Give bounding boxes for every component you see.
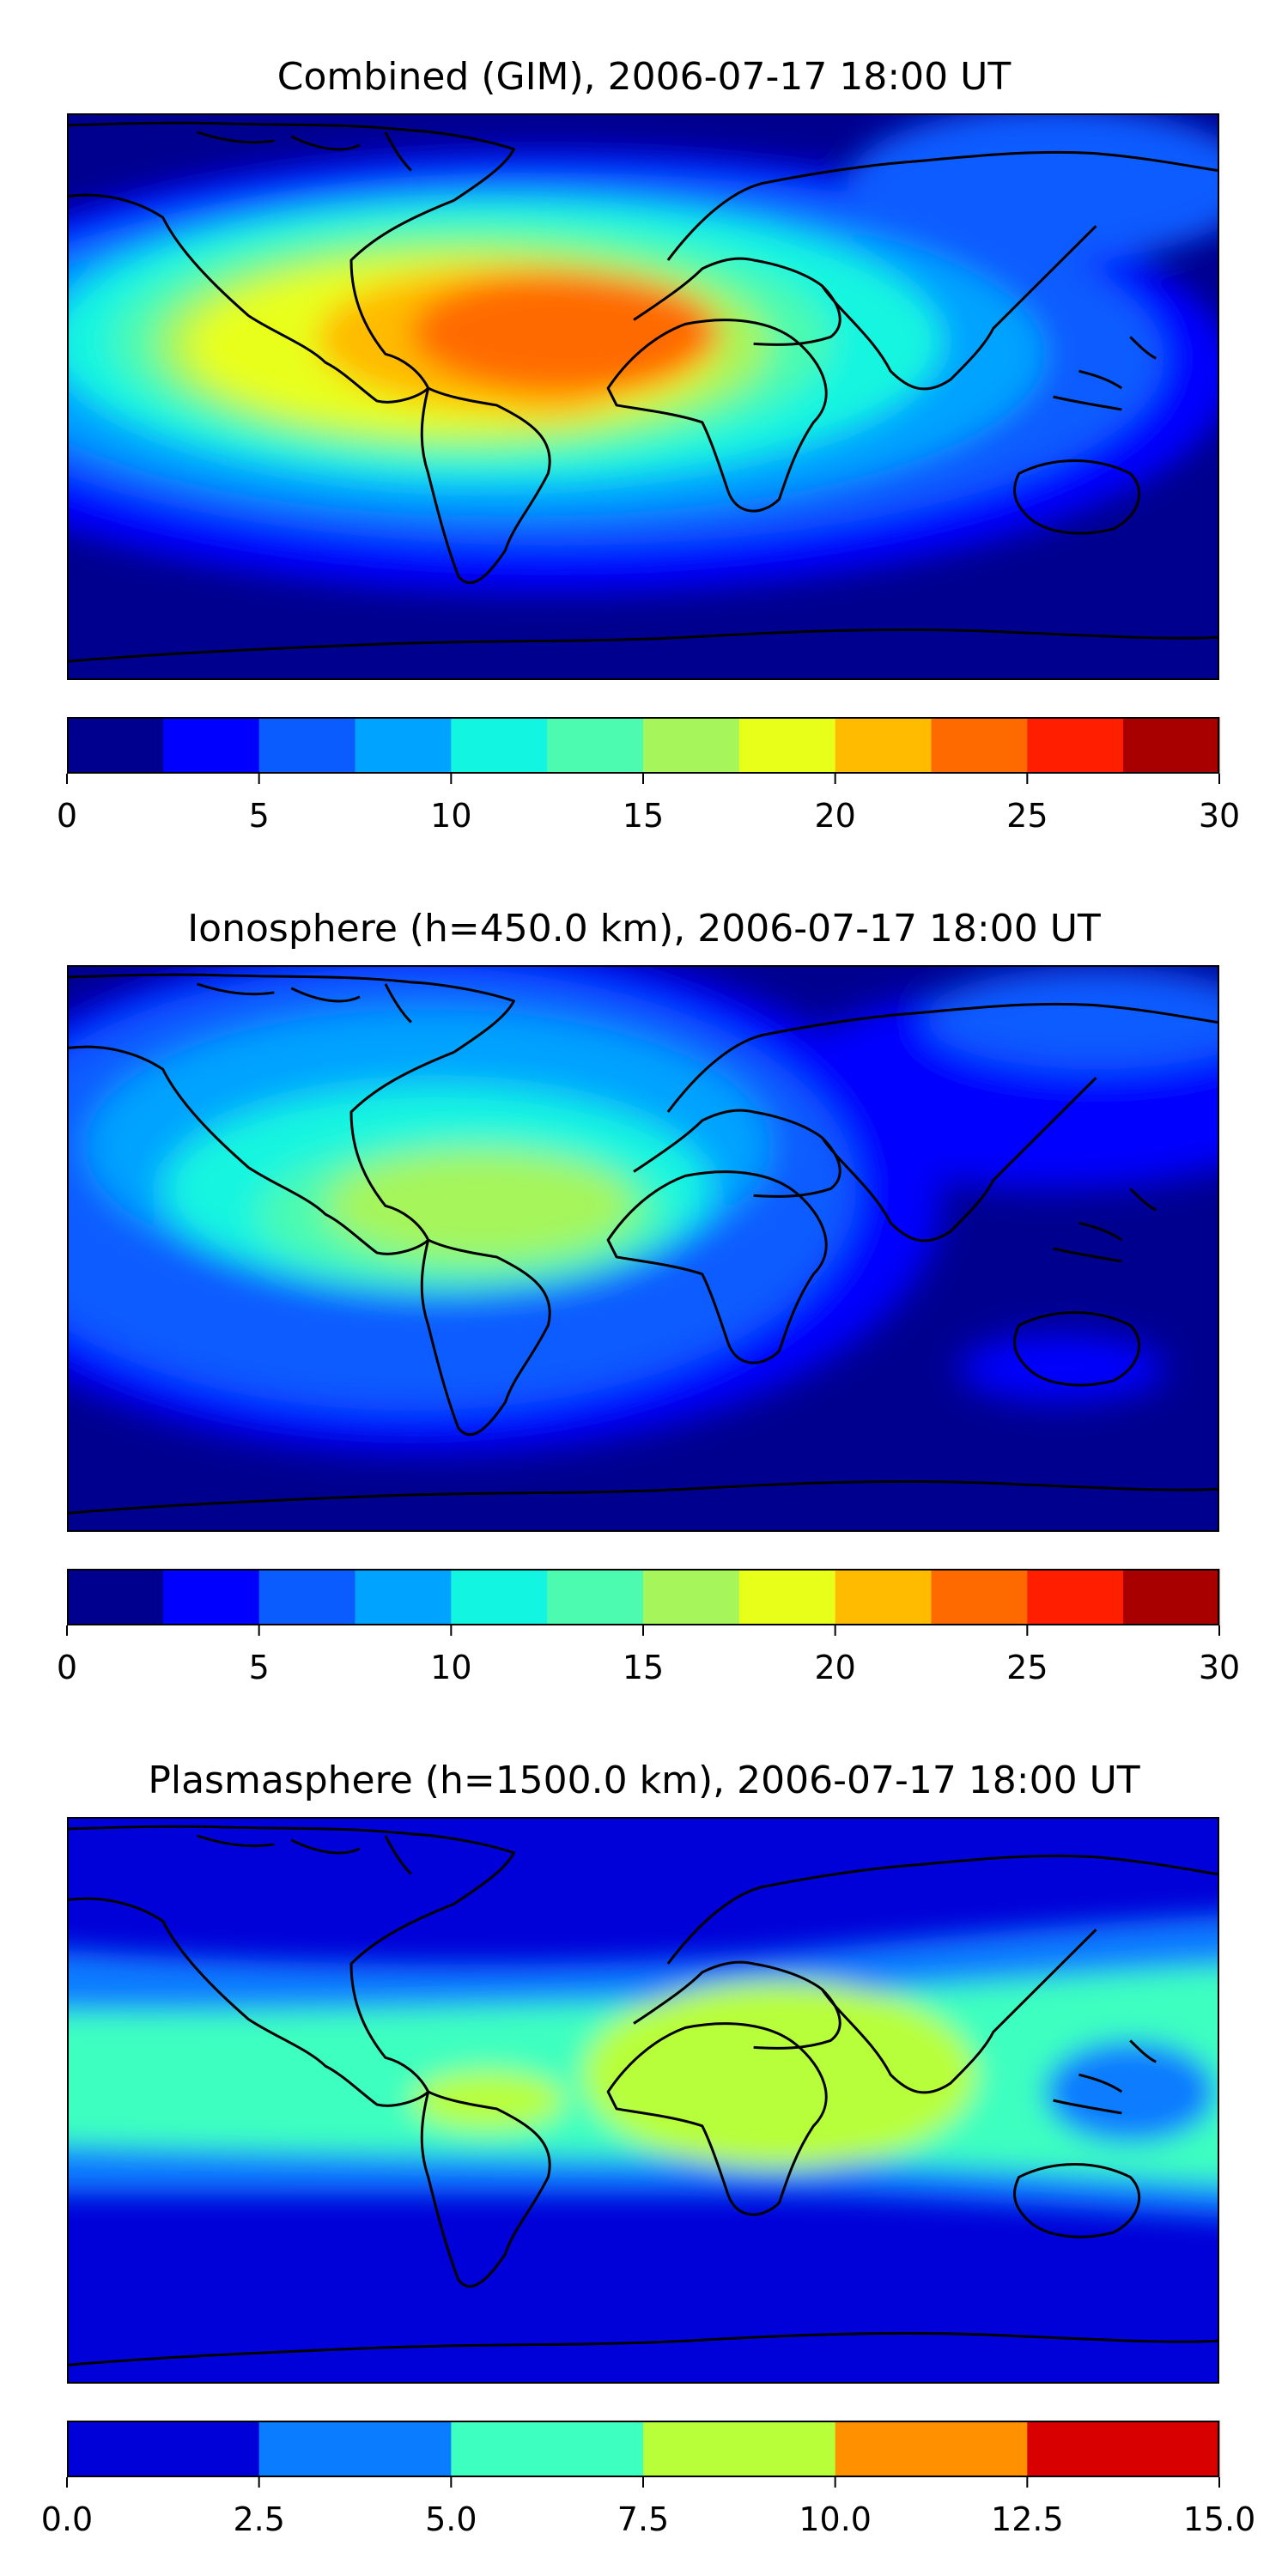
contour-high-lat-east <box>925 967 1218 1070</box>
colorbar-segment-plasmasphere-5 <box>1027 2421 1220 2477</box>
chart-title-ionosphere: Ionosphere (h=450.0 km), 2006-07-17 18:0… <box>187 907 1101 951</box>
colorbar-segment-combined-9 <box>931 717 1028 774</box>
coastlines-combined <box>69 121 1218 663</box>
colorbar-tick-label-ionosphere-0: 0 <box>56 1649 78 1686</box>
colorbar-segment-combined-5 <box>547 717 644 774</box>
colorbar-segment-combined-8 <box>835 717 932 774</box>
colorbar-segment-combined-7 <box>738 717 836 774</box>
colorbar-tick-label-combined-1: 5 <box>248 797 270 835</box>
colorbar-svg-plasmasphere <box>66 2421 1220 2488</box>
colorbar-tick-label-ionosphere-4: 20 <box>814 1649 856 1686</box>
colorbar-segment-combined-4 <box>451 717 548 774</box>
chart-title-plasmasphere: Plasmasphere (h=1500.0 km), 2006-07-17 1… <box>148 1759 1140 1802</box>
colorbar-svg-ionosphere <box>66 1569 1220 1636</box>
colorbar-segment-ionosphere-10 <box>1027 1569 1124 1625</box>
map-svg-combined <box>69 115 1218 678</box>
colorbar-tick-label-combined-2: 10 <box>430 797 472 835</box>
colorbar-border-combined <box>67 717 1219 774</box>
map-plasmasphere <box>67 1817 1219 2384</box>
colorbar-segment-plasmasphere-3 <box>643 2421 836 2477</box>
colorbar-tick-label-ionosphere-6: 30 <box>1198 1649 1241 1686</box>
colorbar-tick-label-combined-6: 30 <box>1198 797 1241 835</box>
contour-level-17-5 <box>325 1150 635 1261</box>
colorbar-segment-ionosphere-3 <box>355 1569 452 1625</box>
chart-title-combined: Combined (GIM), 2006-07-17 18:00 UT <box>276 55 1012 99</box>
colorbar-tick-label-plasmasphere-3: 7.5 <box>617 2500 670 2538</box>
colorbar-tick-label-ionosphere-1: 5 <box>248 1649 270 1686</box>
colorbar-segment-combined-2 <box>258 717 355 774</box>
colorbar-segment-combined-3 <box>355 717 452 774</box>
colorbar-segment-ionosphere-6 <box>643 1569 740 1625</box>
colorbar-segment-plasmasphere-4 <box>835 2421 1028 2477</box>
colorbar-border-ionosphere <box>67 1569 1219 1625</box>
colorbar-tick-label-combined-5: 25 <box>1006 797 1048 835</box>
colorbar-tick-label-ionosphere-2: 10 <box>430 1649 472 1686</box>
field-contours-combined <box>69 115 1218 593</box>
colorbar-combined <box>66 717 1220 784</box>
map-svg-plasmasphere <box>69 1819 1218 2382</box>
colorbar-segment-combined-0 <box>67 717 164 774</box>
colorbar-segment-combined-6 <box>643 717 740 774</box>
colorbar-segment-plasmasphere-2 <box>451 2421 644 2477</box>
colorbar-border-plasmasphere <box>67 2421 1219 2477</box>
colorbar-tick-label-combined-0: 0 <box>56 797 78 835</box>
map-combined <box>67 113 1219 680</box>
field-contours-plasmasphere <box>69 1915 1218 2218</box>
contour-level-7-5-africa <box>582 1980 976 2169</box>
colorbar-segment-ionosphere-7 <box>738 1569 836 1625</box>
colorbar-svg-combined <box>66 717 1220 784</box>
contour-level-25 <box>410 272 720 393</box>
colorbar-segment-ionosphere-4 <box>451 1569 548 1625</box>
map-ionosphere <box>67 965 1219 1532</box>
colorbar-segment-combined-1 <box>162 717 260 774</box>
colorbar-segment-ionosphere-1 <box>162 1569 260 1625</box>
colorbar-ticks-ionosphere: 0 5 10 15 20 25 30 <box>57 1649 1240 1700</box>
contour-high-lat-east <box>848 115 1218 260</box>
colorbar-tick-label-plasmasphere-5: 12.5 <box>991 2500 1064 2538</box>
colorbar-tick-label-ionosphere-5: 25 <box>1006 1649 1048 1686</box>
colorbar-tick-label-combined-4: 20 <box>814 797 856 835</box>
colorbar-tick-label-plasmasphere-1: 2.5 <box>233 2500 285 2538</box>
colorbar-segment-plasmasphere-0 <box>67 2421 260 2477</box>
colorbar-plasmasphere <box>66 2421 1220 2488</box>
colorbar-tick-label-plasmasphere-4: 10.0 <box>799 2500 872 2538</box>
contour-australia <box>958 1334 1165 1402</box>
colorbar-segment-plasmasphere-1 <box>258 2421 452 2477</box>
colorbar-ionosphere <box>66 1569 1220 1636</box>
contour-level-7-5-america <box>410 2070 566 2130</box>
colorbar-segment-ionosphere-0 <box>67 1569 164 1625</box>
colorbar-segment-ionosphere-9 <box>931 1569 1028 1625</box>
colorbar-tick-label-plasmasphere-2: 5.0 <box>425 2500 477 2538</box>
colorbar-segment-ionosphere-2 <box>258 1569 355 1625</box>
coastlines-plasmasphere <box>69 1825 1218 2366</box>
colorbar-ticks-plasmasphere: 0.0 2.5 5.0 7.5 10.0 12.5 15.0 <box>41 2500 1256 2552</box>
colorbar-segment-combined-11 <box>1123 717 1220 774</box>
colorbar-tick-label-plasmasphere-6: 15.0 <box>1182 2500 1256 2538</box>
colorbar-segment-ionosphere-8 <box>835 1569 932 1625</box>
colorbar-segment-ionosphere-5 <box>547 1569 644 1625</box>
map-svg-ionosphere <box>69 967 1218 1530</box>
colorbar-ticks-combined: 0 5 10 15 20 25 30 <box>57 797 1240 848</box>
colorbar-segment-ionosphere-11 <box>1123 1569 1220 1625</box>
colorbar-tick-label-plasmasphere-0: 0.0 <box>40 2500 94 2538</box>
coastlines-ionosphere <box>69 973 1218 1515</box>
colorbar-segment-combined-10 <box>1027 717 1124 774</box>
colorbar-tick-label-combined-3: 15 <box>622 797 665 835</box>
contour-low-east <box>1044 2040 1217 2143</box>
colorbar-tick-label-ionosphere-3: 15 <box>622 1649 665 1686</box>
